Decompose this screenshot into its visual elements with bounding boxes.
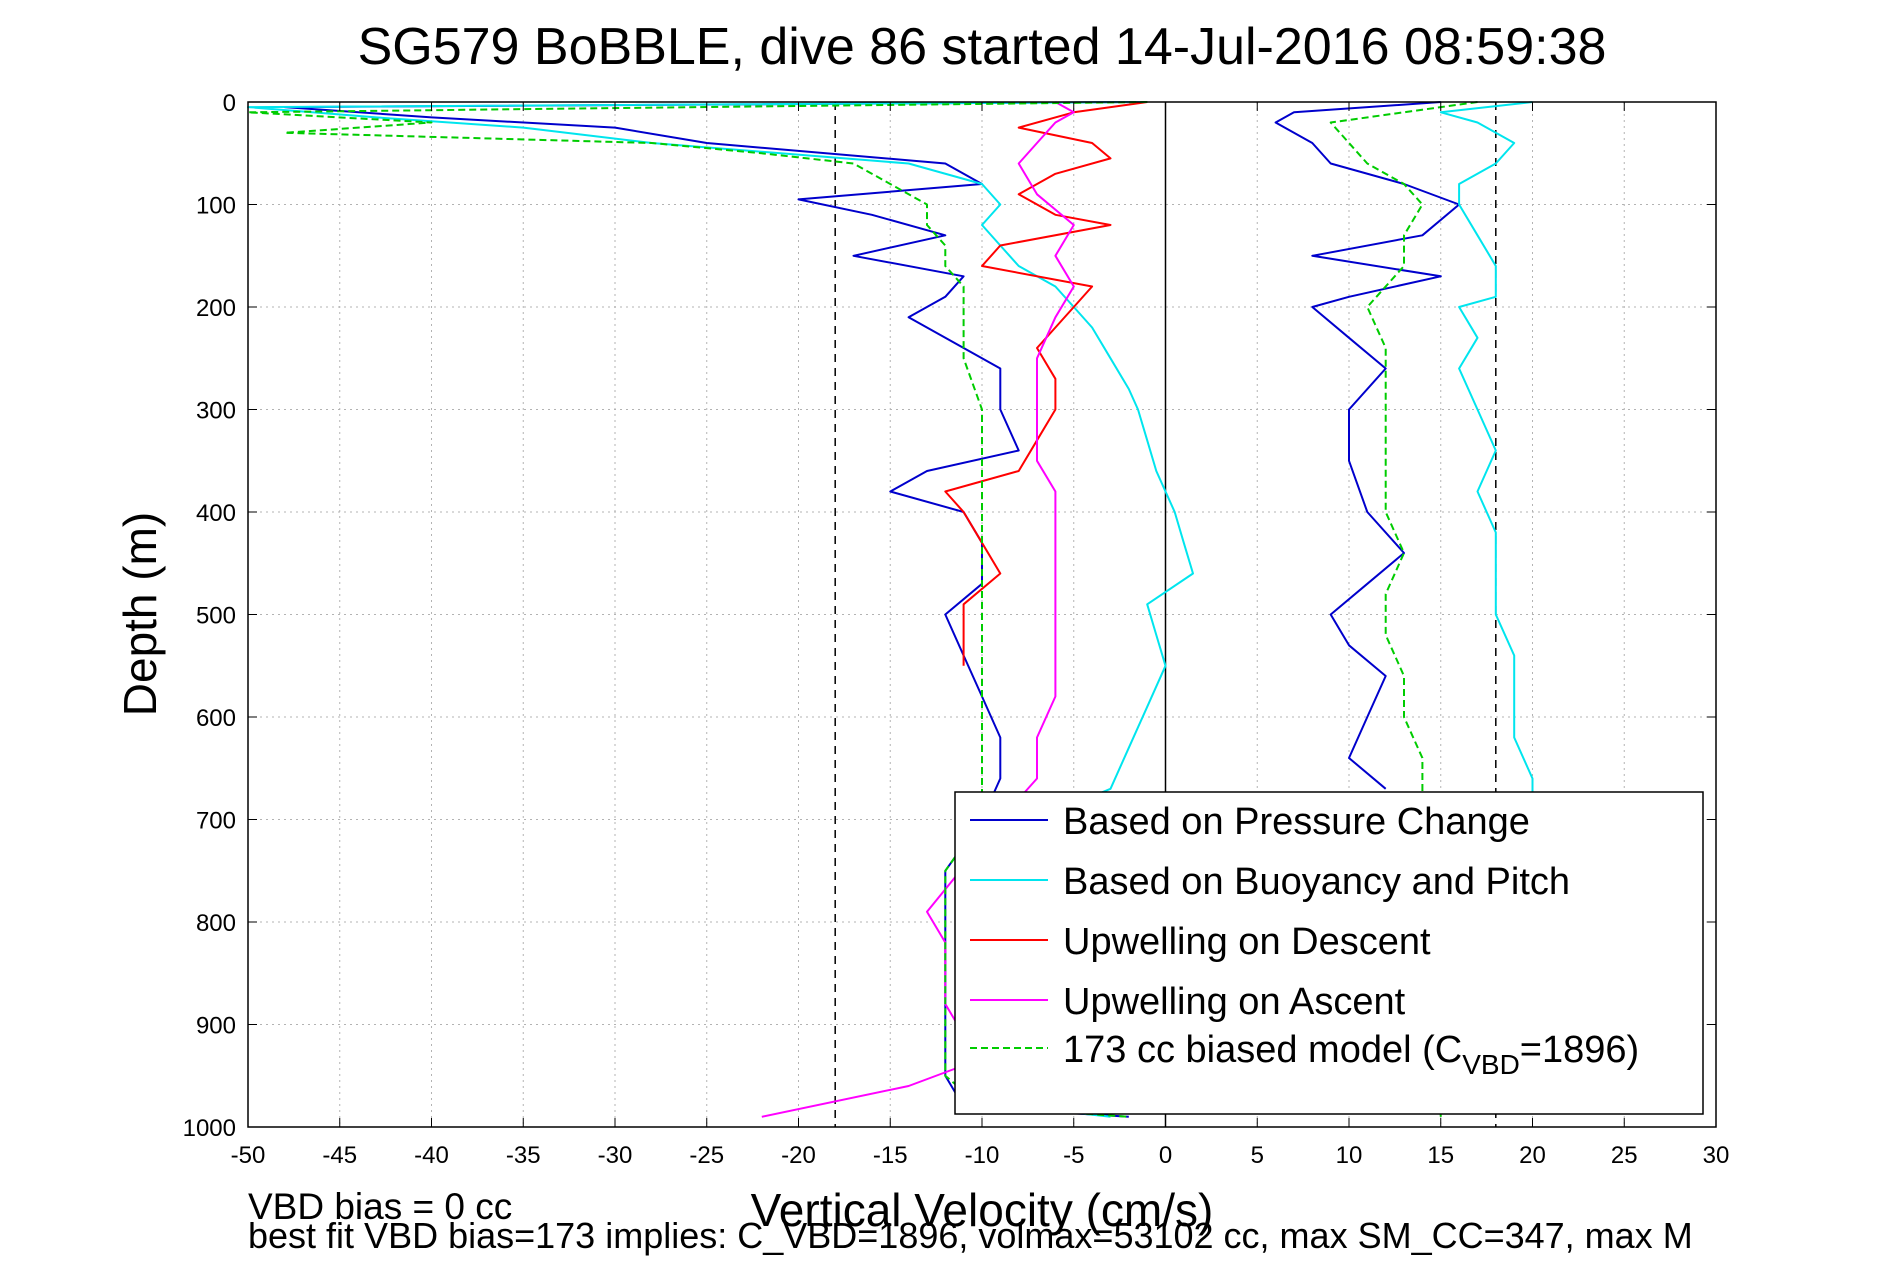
x-tick-label: -45 — [322, 1142, 357, 1169]
legend: Based on Pressure Change Based on Buoyanc… — [954, 791, 1704, 1115]
x-tick-label: 10 — [1336, 1142, 1363, 1169]
x-tick-label: 30 — [1703, 1142, 1730, 1169]
legend-label: Upwelling on Descent — [1063, 921, 1431, 963]
y-axis-label: Depth (m) — [114, 512, 166, 716]
y-tick-label: 800 — [196, 910, 236, 937]
x-tick-label: 0 — [1159, 1142, 1172, 1169]
series-line — [1274, 101, 1461, 790]
series-line — [1329, 101, 1478, 1117]
x-tick-label: -30 — [598, 1142, 633, 1169]
y-tick-label: 900 — [196, 1013, 236, 1040]
x-tick-label: -35 — [506, 1142, 541, 1169]
legend-label: Based on Pressure Change — [1063, 801, 1530, 843]
series-line — [247, 101, 1148, 1118]
footer-vbd-bias: VBD bias = 0 cc — [248, 1186, 513, 1227]
y-tick-label: 600 — [196, 705, 236, 732]
y-tick-label: 0 — [223, 90, 236, 117]
y-tick-label: 300 — [196, 398, 236, 425]
x-tick-label: -40 — [414, 1142, 449, 1169]
y-tick-label: 700 — [196, 808, 236, 835]
y-tick-label: 1000 — [183, 1115, 236, 1142]
x-tick-label: 15 — [1427, 1142, 1454, 1169]
legend-box — [954, 791, 1704, 1115]
y-tick-label: 400 — [196, 500, 236, 527]
x-axis-label: Vertical Velocity (cm/s) — [751, 1184, 1214, 1236]
x-tick-label: -5 — [1063, 1142, 1084, 1169]
x-tick-label: 20 — [1519, 1142, 1546, 1169]
x-tick-label: -50 — [231, 1142, 266, 1169]
series-group — [247, 101, 1534, 1118]
y-tick-label: 500 — [196, 603, 236, 630]
series-line — [1439, 101, 1534, 799]
x-tick-label: -20 — [781, 1142, 816, 1169]
chart-title: SG579 BoBBLE, dive 86 started 14-Jul-201… — [358, 18, 1607, 76]
x-tick-label: 5 — [1251, 1142, 1264, 1169]
legend-items: Based on Pressure Change Based on Buoyanc… — [970, 801, 1639, 1080]
legend-label: Upwelling on Ascent — [1063, 981, 1406, 1023]
x-tick-label: -25 — [689, 1142, 724, 1169]
y-tick-label: 200 — [196, 295, 236, 322]
series-line — [944, 101, 1148, 666]
axis-ticks: -50 -45 -40 -35 -30 -25 -20 -15 -10 -5 0 5 10 15 20 25 3… — [183, 90, 1730, 1169]
legend-label: Based on Buoyancy and Pitch — [1063, 861, 1570, 903]
y-tick-label: 100 — [196, 193, 236, 220]
x-tick-label: -10 — [965, 1142, 1000, 1169]
x-tick-label: 25 — [1611, 1142, 1638, 1169]
x-tick-label: -15 — [873, 1142, 908, 1169]
footer-best-fit-summary: best fit VBD bias=173 implies: C_VBD=189… — [248, 1215, 1693, 1256]
